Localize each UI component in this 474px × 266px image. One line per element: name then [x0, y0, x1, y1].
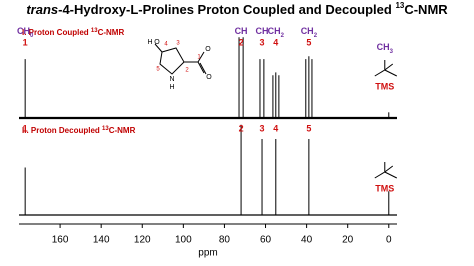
group-text: CH — [256, 26, 269, 36]
atom-label: O — [205, 46, 211, 53]
bond — [154, 43, 163, 53]
group-text: CH — [235, 26, 248, 36]
panel-title-main: I. Proton Coupled — [22, 28, 91, 37]
tms-group: CH3 — [377, 42, 394, 54]
tms-icon — [374, 162, 398, 179]
peak-number: 1 — [23, 123, 28, 133]
bond — [197, 61, 205, 74]
group-sub: 2 — [281, 33, 285, 39]
carbon-number: 5 — [156, 67, 160, 73]
title-italic: trans — [26, 2, 58, 17]
x-tick-label: 100 — [175, 235, 192, 246]
peak-number: 5 — [306, 37, 311, 47]
atom-label: H — [147, 39, 152, 46]
group-text: CH — [301, 26, 314, 36]
panel-title: I. Proton Coupled 13C-NMR — [22, 28, 124, 38]
group-label: CH2 — [301, 26, 318, 38]
peak-number: 2 — [239, 123, 244, 133]
group-sub: 0 — [30, 33, 34, 39]
atom-label: O — [154, 39, 160, 46]
panel-title-sup: 13 — [91, 28, 98, 34]
tms-group-text: CH — [377, 42, 390, 52]
bond — [197, 51, 205, 63]
tms-label: TMS — [375, 183, 394, 193]
title-sup: 13 — [395, 1, 404, 10]
x-axis-label: ppm — [198, 248, 217, 259]
carbon-number: 4 — [164, 42, 168, 48]
bond — [199, 62, 207, 75]
x-tick-label: 140 — [93, 235, 110, 246]
x-tick-label: 120 — [134, 235, 151, 246]
carbon-number: 2 — [185, 68, 189, 74]
carbon-number: 3 — [176, 41, 180, 47]
x-tick-label: 160 — [52, 235, 69, 246]
carbon-number: 1 — [197, 55, 201, 61]
peak-number: 5 — [306, 123, 311, 133]
title-end: C-NMR — [404, 2, 448, 17]
panel-title-end: C-NMR — [98, 28, 125, 37]
peak-number: 2 — [239, 37, 244, 47]
group-label: CH — [235, 26, 248, 36]
tms-label: TMS — [375, 81, 394, 91]
peak-number: 4 — [273, 123, 278, 133]
panel-title-sup: 13 — [102, 126, 109, 132]
atom-label: H — [169, 84, 174, 91]
tms-group-sub: 3 — [390, 49, 394, 55]
panel-title-main: II. Proton Decoupled — [22, 126, 102, 135]
group-label: CH0 — [17, 26, 34, 38]
x-tick-label: 60 — [260, 235, 272, 246]
title-main: -4-Hydroxy-L-Prolines Proton Coupled and… — [58, 2, 395, 17]
tms-icon — [374, 60, 398, 77]
panel-title-end: C-NMR — [109, 126, 136, 135]
x-tick-label: 20 — [342, 235, 354, 246]
group-text: CH — [268, 26, 281, 36]
panel-title: II. Proton Decoupled 13C-NMR — [22, 126, 136, 136]
group-sub: 2 — [314, 33, 318, 39]
peak-number: 4 — [273, 37, 278, 47]
x-tick-label: 80 — [219, 235, 231, 246]
atom-label: N — [169, 76, 174, 83]
peak-number: 1 — [23, 37, 28, 47]
group-label: CH2 — [268, 26, 285, 38]
group-text: CH — [17, 26, 30, 36]
ring — [159, 47, 185, 75]
peak-number: 3 — [260, 37, 265, 47]
atom-label: O — [206, 74, 212, 81]
chart-title: trans-4-Hydroxy-L-Prolines Proton Couple… — [26, 1, 448, 17]
x-tick-label: 0 — [386, 235, 392, 246]
group-label: CH — [256, 26, 269, 36]
peak-number: 3 — [260, 123, 265, 133]
x-tick-label: 40 — [301, 235, 313, 246]
molecule — [154, 43, 207, 75]
